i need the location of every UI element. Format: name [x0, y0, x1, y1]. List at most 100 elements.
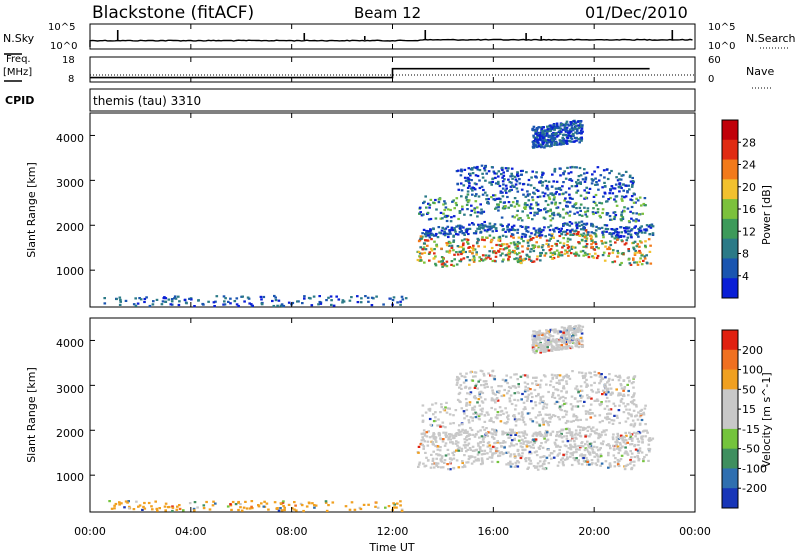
power-cell: [235, 297, 239, 300]
power-cell: [544, 129, 547, 132]
power-cell: [568, 210, 572, 213]
velocity-cell: [581, 325, 585, 328]
velocity-cell: [586, 460, 589, 463]
power-cell: [565, 205, 569, 208]
velocity-cell: [473, 435, 477, 438]
velocity-cell: [566, 376, 569, 379]
velocity-cell: [455, 383, 459, 386]
velocity-cell: [555, 330, 559, 333]
power-cell: [432, 227, 435, 231]
power-cell: [229, 302, 232, 305]
velocity-cell: [644, 435, 647, 438]
power-cell: [201, 302, 204, 306]
velocity-cell: [120, 502, 123, 505]
power-cell: [647, 225, 651, 228]
velocity-cell: [574, 436, 577, 439]
power-cell: [521, 232, 524, 236]
velocity-cell: [510, 442, 513, 445]
power-cell: [551, 127, 555, 130]
power-cell: [516, 171, 519, 174]
power-cell: [551, 257, 554, 260]
power-cell: [583, 236, 587, 239]
velocity-cell: [516, 449, 520, 452]
velocity-cell: [517, 383, 520, 386]
velocity-cell: [477, 457, 480, 460]
velocity-cell: [579, 336, 583, 339]
power-cell: [501, 195, 505, 198]
power-cell: [632, 241, 635, 244]
power-cell: [560, 251, 563, 254]
power-cell: [468, 259, 472, 262]
power-cell: [601, 242, 604, 245]
velocity-cell: [537, 334, 541, 337]
velocity-cell: [499, 420, 503, 423]
power-cell: [536, 134, 539, 137]
power-cell: [548, 229, 552, 232]
power-cell: [634, 225, 637, 228]
velocity-cell: [543, 402, 546, 405]
power-cell: [155, 298, 159, 301]
power-cell: [541, 173, 544, 176]
velocity-cell: [551, 395, 554, 399]
velocity-cell: [476, 453, 480, 456]
power-cell: [553, 143, 556, 146]
power-cell: [633, 252, 637, 255]
power-cell: [511, 177, 514, 180]
power-cell: [548, 136, 552, 139]
power-cell: [550, 245, 554, 248]
power-cell: [528, 193, 531, 196]
power-cell: [466, 256, 469, 259]
velocity-cell: [434, 402, 438, 405]
velocity-cell: [598, 375, 602, 378]
power-cell: [524, 202, 527, 205]
velocity-cell: [464, 446, 467, 449]
power-cell: [551, 233, 554, 236]
power-cell: [481, 259, 485, 262]
velocity-cell: [464, 385, 468, 388]
power-cell: [516, 253, 519, 256]
velocity-cell: [629, 424, 633, 427]
velocity-cell: [507, 418, 510, 421]
velocity-cell: [495, 397, 499, 400]
power-cell: [473, 208, 476, 211]
power-cell: [586, 233, 590, 236]
velocity-cell: [583, 455, 586, 458]
power-cell: [637, 213, 641, 216]
power-cell: [565, 128, 568, 131]
velocity-cell: [623, 452, 627, 455]
velocity-cell: [630, 456, 633, 459]
power-cell: [472, 255, 476, 258]
velocity-cell: [509, 376, 513, 379]
velocity-cell: [123, 506, 126, 509]
power-colorbar-swatch: [722, 258, 738, 279]
power-cell: [597, 188, 600, 191]
power-cell: [494, 207, 497, 210]
power-cell: [539, 251, 542, 255]
power-cell: [271, 299, 274, 303]
power-cell: [132, 303, 136, 306]
velocity-cell: [520, 415, 524, 418]
power-cell: [139, 298, 143, 301]
power-cell: [483, 167, 486, 170]
velocity-cell: [245, 507, 249, 510]
velocity-cell: [281, 501, 285, 504]
power-cell: [536, 189, 540, 192]
power-cell: [541, 131, 544, 134]
velocity-panel-frame: [89, 317, 696, 513]
velocity-cell: [524, 374, 527, 377]
power-cell: [143, 300, 146, 304]
power-cell: [190, 298, 193, 301]
power-cell: [468, 172, 472, 175]
velocity-cell: [472, 412, 475, 415]
power-cell: [510, 172, 513, 175]
power-cell: [463, 176, 467, 179]
velocity-cell: [632, 399, 636, 402]
power-cell: [490, 196, 493, 199]
power-cell: [589, 237, 593, 240]
power-cell: [427, 232, 430, 235]
velocity-cell: [553, 441, 557, 444]
velocity-cell: [231, 500, 235, 504]
power-cell: [606, 228, 610, 231]
velocity-cell: [619, 399, 623, 402]
velocity-cell: [474, 375, 477, 378]
